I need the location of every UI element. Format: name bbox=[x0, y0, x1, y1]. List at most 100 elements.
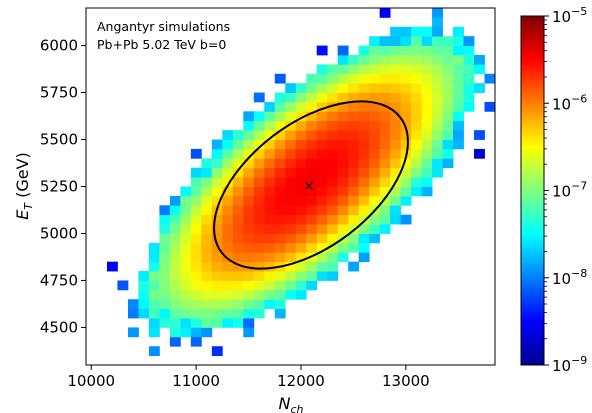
heatmap-cell bbox=[463, 73, 475, 84]
heatmap-cell bbox=[474, 64, 485, 75]
heatmap-cell bbox=[337, 139, 349, 150]
heatmap-cell bbox=[337, 130, 349, 140]
heatmap-cell bbox=[138, 280, 150, 291]
heatmap-cell bbox=[295, 139, 307, 150]
heatmap-cell bbox=[148, 299, 160, 310]
heatmap-cell bbox=[358, 120, 370, 131]
heatmap-cell bbox=[369, 233, 381, 244]
annotation-line-2: Pb+Pb 5.02 TeV b=0 bbox=[97, 37, 226, 52]
heatmap-cell bbox=[421, 36, 433, 46]
heatmap-cell bbox=[274, 233, 286, 244]
heatmap-cell bbox=[232, 195, 244, 206]
heatmap-cell bbox=[316, 233, 328, 244]
heatmap-cell bbox=[159, 205, 171, 216]
heatmap-cell bbox=[316, 195, 328, 206]
heatmap-cell bbox=[222, 242, 234, 253]
colorbar bbox=[520, 15, 545, 366]
heatmap-cell bbox=[201, 233, 213, 244]
heatmap-cell bbox=[222, 177, 234, 187]
heatmap-cell bbox=[253, 242, 265, 253]
contour-ellipse bbox=[213, 100, 409, 270]
heatmap-cell bbox=[264, 271, 276, 281]
heatmap-cell bbox=[421, 111, 433, 122]
heatmap-cell bbox=[306, 195, 318, 206]
heatmap-cell bbox=[337, 83, 349, 93]
heatmap-cell bbox=[400, 45, 412, 56]
heatmap-cell bbox=[285, 139, 297, 150]
heatmap-cell bbox=[243, 139, 255, 150]
heatmap-cell bbox=[285, 205, 297, 216]
heatmap-cell bbox=[453, 26, 464, 37]
heatmap-cell bbox=[390, 158, 402, 169]
heatmap-cell bbox=[190, 195, 202, 206]
heatmap-cell bbox=[243, 299, 255, 310]
heatmap-cell bbox=[201, 280, 213, 291]
heatmap-cell bbox=[390, 92, 402, 103]
heatmap-cell bbox=[390, 64, 402, 75]
heatmap-cell bbox=[348, 177, 360, 187]
heatmap-cell bbox=[369, 214, 381, 225]
heatmap-cell bbox=[169, 318, 181, 328]
heatmap-cell bbox=[306, 186, 318, 197]
heatmap-cell bbox=[180, 195, 192, 206]
heatmap-cell bbox=[411, 130, 422, 140]
heatmap-cell bbox=[211, 148, 223, 159]
heatmap-cell bbox=[432, 36, 443, 46]
heatmap-cell bbox=[232, 186, 244, 197]
heatmap-cell bbox=[285, 158, 297, 169]
heatmap-cell bbox=[211, 318, 223, 328]
heatmap-cell bbox=[379, 214, 391, 225]
heatmap-cell bbox=[327, 167, 339, 178]
heatmap-cell bbox=[306, 233, 318, 244]
heatmap-cell bbox=[379, 83, 391, 93]
heatmap-cell bbox=[348, 73, 360, 84]
heatmap-cell bbox=[148, 318, 160, 328]
heatmap-cell bbox=[442, 111, 454, 122]
heatmap-cell bbox=[211, 158, 223, 169]
heatmap-cell bbox=[348, 186, 360, 197]
heatmap-cell bbox=[148, 261, 160, 272]
heatmap-cell bbox=[211, 308, 223, 319]
heatmap-cell bbox=[190, 167, 202, 178]
heatmap-cell bbox=[358, 195, 370, 206]
heatmap-cell bbox=[159, 233, 171, 244]
heatmap-cell bbox=[348, 139, 360, 150]
heatmap-cell bbox=[463, 64, 475, 75]
heatmap-cell bbox=[369, 224, 381, 234]
heatmap-cell bbox=[295, 289, 307, 300]
heatmap-cell bbox=[316, 271, 328, 281]
y-axis: 4500 4750 5000 5250 5500 5750 6000 bbox=[40, 37, 86, 336]
y-tick-label: 5000 bbox=[40, 224, 78, 242]
heatmap-cell bbox=[211, 167, 223, 178]
heatmap-cell bbox=[222, 214, 234, 225]
heatmap-cell bbox=[264, 130, 276, 140]
heatmap-cell bbox=[442, 64, 454, 75]
y-tick-label: 5250 bbox=[40, 178, 78, 196]
heatmap-cell bbox=[232, 158, 244, 169]
heatmap-cell bbox=[295, 252, 307, 263]
heatmap-cell bbox=[379, 92, 391, 103]
heatmap-cell bbox=[348, 148, 360, 159]
heatmap-cell bbox=[316, 148, 328, 159]
heatmap-cell bbox=[379, 186, 391, 197]
heatmap-cell bbox=[337, 252, 349, 263]
heatmap-cell bbox=[400, 195, 412, 206]
x-tick-label: 13000 bbox=[382, 372, 430, 390]
heatmap-cell bbox=[306, 205, 318, 216]
heatmap-cell bbox=[390, 26, 402, 37]
heatmap-cell bbox=[285, 120, 297, 131]
heatmap-cell bbox=[148, 308, 160, 319]
heatmap-cell bbox=[306, 214, 318, 225]
heatmap-cell bbox=[327, 233, 339, 244]
heatmap-cell bbox=[169, 242, 181, 253]
heatmap-cell bbox=[463, 92, 475, 103]
heatmap-cell bbox=[222, 318, 234, 328]
heatmap-cell bbox=[316, 261, 328, 272]
heatmap-cell bbox=[285, 177, 297, 187]
heatmap-cells bbox=[106, 8, 495, 356]
heatmap-cell bbox=[379, 177, 391, 187]
heatmap-cell bbox=[295, 186, 307, 197]
heatmap-cell bbox=[327, 224, 339, 234]
heatmap-cell bbox=[421, 139, 433, 150]
